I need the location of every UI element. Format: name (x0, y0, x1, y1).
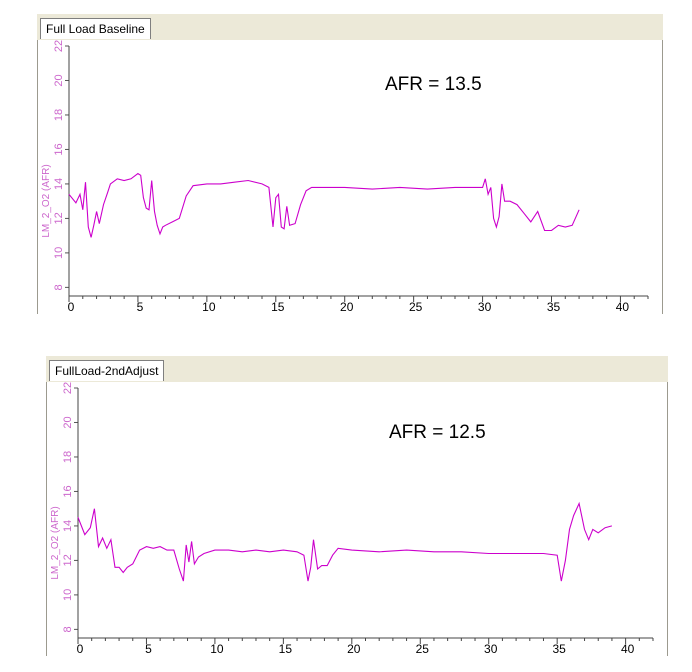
y-tick-label: 14 (62, 520, 74, 532)
afr-annotation: AFR = 13.5 (385, 74, 482, 95)
x-tick-label: 20 (347, 642, 361, 656)
y-axis-label: LM_2_O2 (AFR) (41, 164, 52, 237)
y-tick-label: 14 (53, 178, 65, 190)
chart-panel-2nd-adjust: FullLoad-2ndAdjust LM_2_O2 (AFR) 8 10 12 14 1… (46, 356, 668, 656)
y-axis-label: LM_2_O2 (AFR) (50, 506, 61, 579)
x-tick-label: 40 (621, 642, 635, 656)
y-tick-label: 18 (62, 451, 74, 463)
y-tick-label: 20 (53, 74, 65, 86)
x-tick-label: 35 (552, 642, 566, 656)
x-tick-label: 5 (145, 642, 152, 656)
y-tick-label: 8 (62, 626, 74, 632)
x-tick-label: 25 (409, 300, 423, 314)
chart-panel-baseline: Full Load Baseline LM_2_O2 (AFR) 8 10 12 14 1… (37, 14, 663, 314)
tab-strip: FullLoad-2ndAdjust (46, 356, 668, 383)
plot-area: LM_2_O2 (AFR) 8 10 12 14 16 18 20 22 0 5 10 15 20 25 30… (37, 40, 663, 314)
y-tick-label: 22 (62, 382, 74, 394)
x-tick-label: 10 (202, 300, 216, 314)
x-tick-label: 15 (279, 642, 293, 656)
x-tick-label: 0 (77, 642, 84, 656)
y-tick-label: 10 (53, 247, 65, 259)
x-tick-label: 35 (547, 300, 561, 314)
y-tick-label: 8 (53, 284, 65, 290)
x-tick-label: 20 (340, 300, 354, 314)
x-tick-label: 15 (271, 300, 285, 314)
y-tick-label: 16 (62, 485, 74, 497)
y-tick-label: 12 (53, 212, 65, 224)
x-tick-label: 5 (137, 300, 144, 314)
x-tick-label: 10 (210, 642, 224, 656)
line-chart-2nd-adjust: LM_2_O2 (AFR) 8 10 12 14 16 18 20 22 0 5 10 15 20 25 30… (50, 382, 654, 656)
x-tick-label: 0 (68, 300, 75, 314)
x-tick-label: 30 (484, 642, 498, 656)
tab-fullload-2nd-adjust[interactable]: FullLoad-2ndAdjust (49, 360, 165, 381)
y-tick-label: 12 (62, 554, 74, 566)
afr-annotation: AFR = 12.5 (389, 422, 486, 443)
y-tick-label: 22 (53, 40, 65, 52)
y-tick-label: 10 (62, 589, 74, 601)
y-tick-label: 18 (53, 109, 65, 121)
x-tick-label: 30 (478, 300, 492, 314)
afr-series-line (77, 501, 613, 582)
x-tick-label: 40 (616, 300, 630, 314)
afr-series-line (68, 172, 580, 238)
tab-full-load-baseline[interactable]: Full Load Baseline (40, 18, 151, 39)
y-tick-label: 20 (62, 416, 74, 428)
y-tick-label: 16 (53, 143, 65, 155)
plot-area: LM_2_O2 (AFR) 8 10 12 14 16 18 20 22 0 5 10 15 20 25 30… (46, 382, 668, 656)
tab-strip: Full Load Baseline (37, 14, 663, 41)
x-tick-label: 25 (416, 642, 430, 656)
line-chart-baseline: LM_2_O2 (AFR) 8 10 12 14 16 18 20 22 0 5 10 15 20 25 30… (41, 40, 649, 314)
